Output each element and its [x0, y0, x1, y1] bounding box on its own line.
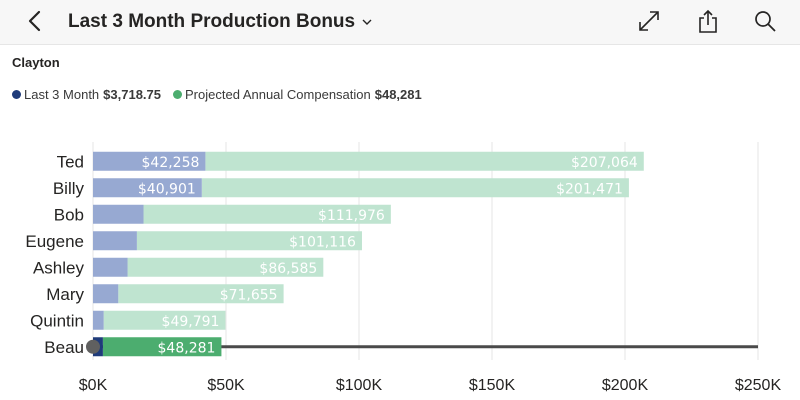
legend-value: $48,281 [374, 86, 422, 102]
data-label: $42,258 [142, 155, 200, 171]
data-label: $86,585 [259, 261, 317, 277]
legend-value: $3,718.75 [103, 86, 161, 102]
category-label: Mary [46, 285, 84, 304]
x-tick-label: $250K [735, 377, 782, 394]
report-title-dropdown[interactable]: Last 3 Month Production Bonus [68, 9, 373, 35]
category-label: Ashley [33, 258, 85, 277]
bar-projected-annual [143, 204, 391, 224]
share-icon[interactable] [695, 8, 721, 34]
chevron-left-icon[interactable] [22, 7, 50, 35]
employee-name: Clayton [12, 55, 60, 70]
category-label: Ted [57, 152, 84, 171]
bar-projected-annual [103, 310, 226, 330]
bar-last-3-month [93, 257, 128, 277]
bar-last-3-month [93, 204, 144, 224]
bar-projected-annual [127, 257, 324, 277]
category-label: Quintin [30, 311, 84, 330]
x-tick-label: $200K [602, 377, 649, 394]
expand-icon[interactable] [636, 8, 662, 34]
legend-dot-icon [12, 89, 21, 99]
bar-chart: $0K $50K $100K $150K $200K $250K Ted $42,258 $20… [25, 142, 782, 394]
bar-last-3-month [93, 151, 206, 171]
bar-projected-annual [102, 337, 222, 357]
data-label: $201,471 [556, 181, 623, 197]
data-label: $71,655 [220, 287, 278, 303]
data-label: $101,116 [289, 234, 356, 250]
category-label: Billy [53, 179, 85, 198]
bar-projected-annual [201, 178, 629, 198]
highlight-marker [86, 339, 100, 354]
data-label: $207,064 [571, 155, 638, 171]
app-header: Last 3 Month Production Bonus [0, 0, 800, 45]
chart-legend: Last 3 Month $3,718.75 Projected Annual … [12, 85, 434, 103]
legend-item-projected-annual[interactable]: Projected Annual Compensation $48,281 [173, 87, 422, 102]
legend-item-last-3-month[interactable]: Last 3 Month $3,718.75 [12, 87, 161, 102]
search-icon[interactable] [752, 8, 778, 34]
x-tick-label: $50K [207, 377, 245, 394]
x-tick-label: $150K [469, 377, 516, 394]
page-title: Last 3 Month Production Bonus [68, 11, 356, 32]
data-label: $111,976 [318, 208, 385, 224]
x-tick-label: $0K [79, 377, 108, 394]
bar-projected-annual [205, 151, 644, 171]
data-label: $48,281 [158, 340, 216, 356]
legend-label: Projected Annual Compensation [185, 86, 371, 102]
legend-dot-icon [173, 89, 182, 99]
category-label: Bob [54, 205, 84, 224]
bar-projected-annual [136, 231, 362, 251]
legend-label: Last 3 Month [24, 86, 100, 102]
bar-last-3-month [93, 310, 104, 330]
data-label: $40,901 [138, 181, 196, 197]
category-label: Eugene [25, 232, 84, 251]
bar-projected-annual [118, 284, 284, 304]
bar-last-3-month [93, 231, 137, 251]
data-label: $49,791 [162, 314, 220, 330]
bar-last-3-month [93, 284, 119, 304]
category-label: Beau [44, 338, 84, 357]
bar-last-3-month [93, 178, 202, 198]
chevron-down-icon [362, 19, 372, 25]
x-tick-label: $100K [336, 377, 383, 394]
